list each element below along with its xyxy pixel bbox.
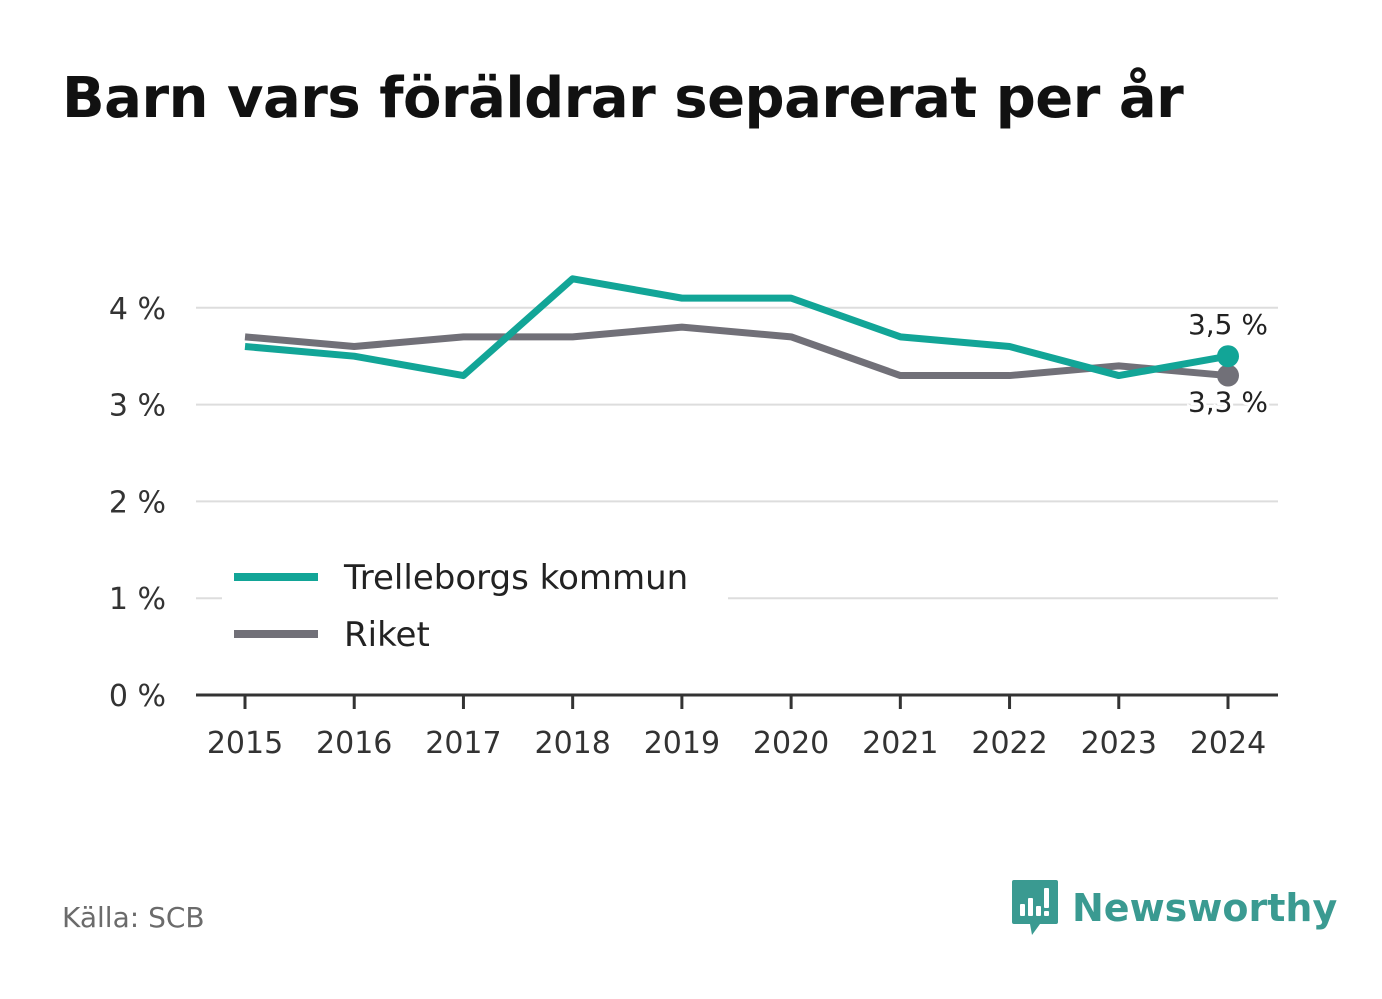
x-tick-label: 2017 <box>425 726 501 761</box>
line-chart: 0 % 1 % 2 % 3 % 4 % 2015 2016 2017 2018 2019 2020… <box>109 275 1278 761</box>
y-tick-label: 0 % <box>109 679 166 714</box>
source-note: Källa: SCB <box>62 901 205 934</box>
legend-label: Riket <box>344 615 430 655</box>
x-tick-label: 2022 <box>971 726 1047 761</box>
legend-background <box>222 545 728 663</box>
series-lines <box>244 275 1239 387</box>
chart-title: Barn vars föräldrar separerat per år <box>62 66 1184 131</box>
y-tick-label: 2 % <box>109 485 166 520</box>
x-tick-label: 2020 <box>753 726 829 761</box>
series-line <box>244 323 1229 380</box>
x-tick-label: 2016 <box>316 726 392 761</box>
x-tick-label: 2019 <box>644 726 720 761</box>
series-end-point <box>1217 364 1239 387</box>
x-tick-label: 2023 <box>1081 726 1157 761</box>
y-axis-ticks: 0 % 1 % 2 % 3 % 4 % <box>109 292 166 714</box>
brand: Newsworthy <box>1010 878 1337 938</box>
end-value-label: 3,5 % <box>1188 308 1268 341</box>
end-labels: 3,5 % 3,3 % <box>1185 305 1271 421</box>
newsworthy-logo-icon <box>1012 880 1058 935</box>
x-axis: 2015 2016 2017 2018 2019 2020 2021 2022 2023 2024 <box>196 693 1278 761</box>
legend: Trelleborgs kommun Riket <box>222 545 728 663</box>
x-tick-label: 2021 <box>862 726 938 761</box>
x-tick-label: 2018 <box>534 726 610 761</box>
y-tick-label: 4 % <box>109 292 166 327</box>
brand-name: Newsworthy <box>1072 886 1338 930</box>
x-tick-label: 2015 <box>207 726 283 761</box>
x-tick-label: 2024 <box>1190 726 1266 761</box>
end-value-label: 3,3 % <box>1188 386 1268 419</box>
legend-label: Trelleborgs kommun <box>343 558 688 598</box>
series-end-point <box>1217 345 1239 368</box>
y-tick-label: 3 % <box>109 389 166 424</box>
series-line <box>244 275 1229 380</box>
y-tick-label: 1 % <box>109 582 166 617</box>
